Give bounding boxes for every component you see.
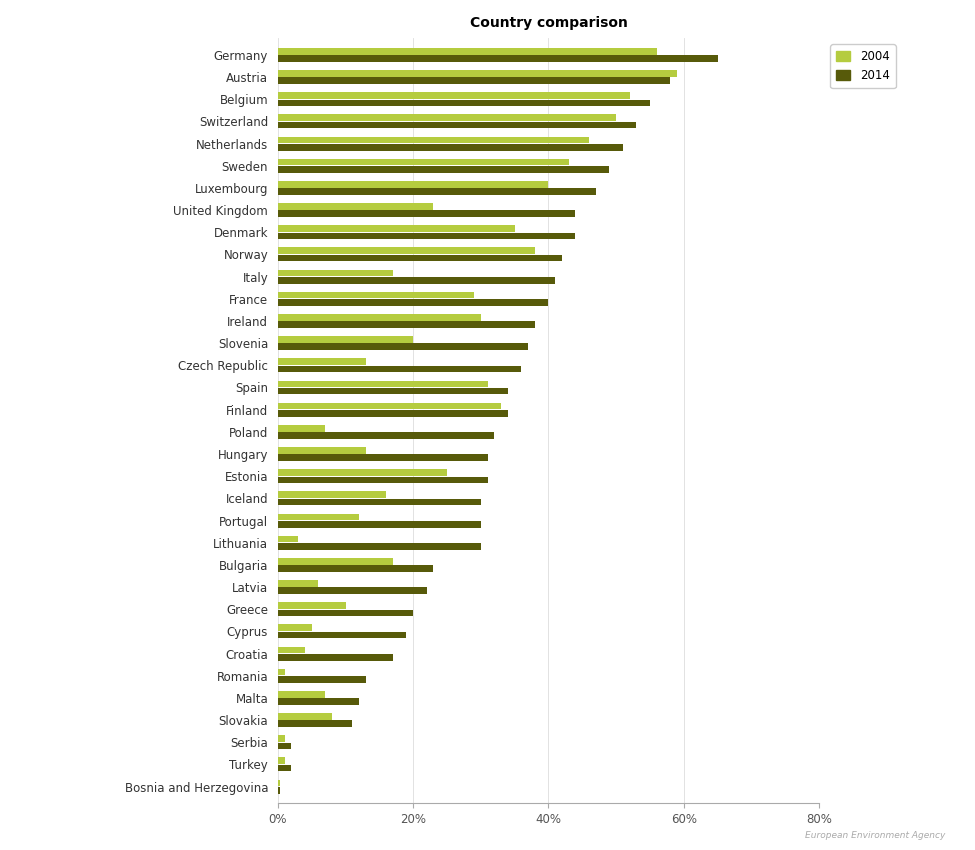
Bar bbox=[278, 299, 548, 306]
Bar bbox=[278, 247, 535, 254]
Title: Country comparison: Country comparison bbox=[470, 16, 627, 30]
Bar bbox=[278, 233, 575, 239]
Bar bbox=[278, 721, 352, 727]
Bar bbox=[278, 55, 718, 62]
Bar bbox=[278, 255, 562, 262]
Bar bbox=[278, 425, 326, 432]
Bar bbox=[278, 188, 596, 195]
Bar bbox=[278, 225, 515, 232]
Bar bbox=[278, 447, 366, 454]
Text: European Environment Agency: European Environment Agency bbox=[805, 830, 946, 840]
Bar bbox=[278, 359, 366, 365]
Legend: 2004, 2014: 2004, 2014 bbox=[831, 44, 896, 88]
Bar bbox=[278, 292, 474, 298]
Bar bbox=[278, 757, 285, 764]
Bar bbox=[278, 211, 575, 217]
Bar bbox=[278, 115, 616, 121]
Bar bbox=[278, 779, 280, 786]
Bar bbox=[278, 48, 657, 54]
Bar bbox=[278, 93, 630, 99]
Bar bbox=[278, 366, 522, 372]
Bar bbox=[278, 469, 447, 476]
Bar bbox=[278, 765, 292, 772]
Bar bbox=[278, 787, 280, 794]
Bar bbox=[278, 455, 488, 461]
Bar bbox=[278, 203, 434, 210]
Bar bbox=[278, 580, 319, 586]
Bar bbox=[278, 99, 650, 106]
Bar bbox=[278, 410, 508, 416]
Bar bbox=[278, 654, 393, 660]
Bar bbox=[278, 558, 393, 564]
Bar bbox=[278, 321, 535, 328]
Bar bbox=[278, 166, 609, 173]
Bar bbox=[278, 713, 332, 720]
Bar bbox=[278, 691, 326, 698]
Bar bbox=[278, 314, 481, 320]
Bar bbox=[278, 543, 481, 550]
Bar bbox=[278, 521, 481, 528]
Bar bbox=[278, 536, 298, 542]
Bar bbox=[278, 603, 345, 609]
Bar bbox=[278, 743, 292, 749]
Bar bbox=[278, 587, 427, 594]
Bar bbox=[278, 625, 312, 631]
Bar bbox=[278, 343, 528, 350]
Bar bbox=[278, 669, 285, 676]
Bar bbox=[278, 676, 366, 683]
Bar bbox=[278, 477, 488, 483]
Bar bbox=[278, 698, 359, 705]
Bar bbox=[278, 491, 386, 498]
Bar bbox=[278, 388, 508, 394]
Bar bbox=[278, 269, 393, 276]
Bar bbox=[278, 609, 413, 616]
Bar bbox=[278, 735, 285, 742]
Bar bbox=[278, 277, 555, 284]
Bar bbox=[278, 381, 488, 387]
Bar bbox=[278, 565, 434, 572]
Bar bbox=[278, 137, 589, 144]
Bar bbox=[278, 513, 359, 520]
Bar bbox=[278, 122, 637, 128]
Bar bbox=[278, 159, 568, 166]
Bar bbox=[278, 181, 548, 188]
Bar bbox=[278, 336, 413, 343]
Bar bbox=[278, 70, 677, 76]
Bar bbox=[278, 144, 623, 150]
Bar bbox=[278, 499, 481, 506]
Bar bbox=[278, 403, 501, 410]
Bar bbox=[278, 77, 670, 84]
Bar bbox=[278, 647, 305, 654]
Bar bbox=[278, 632, 407, 638]
Bar bbox=[278, 432, 494, 439]
